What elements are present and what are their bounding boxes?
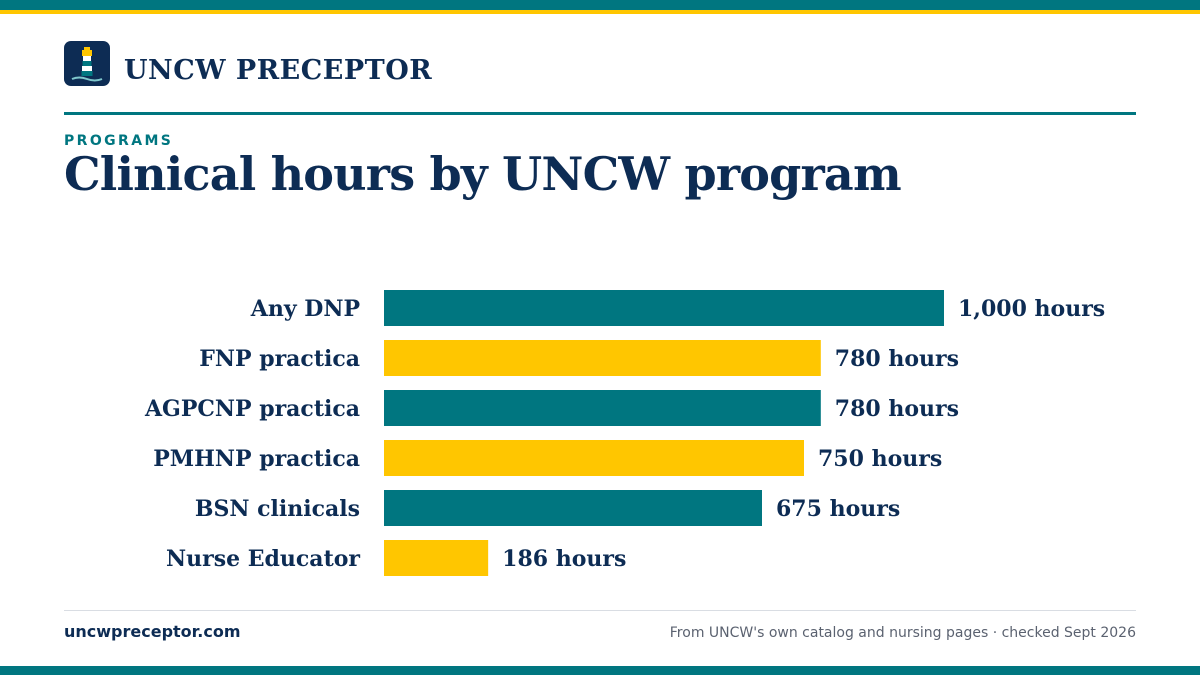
- category-label: Nurse Educator: [166, 546, 360, 572]
- value-label: 1,000 hours: [958, 296, 1105, 322]
- value-label: 780 hours: [835, 346, 959, 372]
- top-teal-band: [0, 0, 1200, 10]
- lighthouse-icon: [64, 41, 110, 86]
- bar: [384, 390, 821, 426]
- section-eyebrow: PROGRAMS: [64, 133, 174, 149]
- bar: [384, 340, 821, 376]
- value-label: 750 hours: [818, 446, 942, 472]
- bar: [384, 440, 804, 476]
- value-label: 780 hours: [835, 396, 959, 422]
- bottom-teal-band: [0, 666, 1200, 675]
- bar-chart-svg: Any DNP 1,000 hours FNP practica 780 hours A…: [144, 290, 1105, 576]
- category-label: Any DNP: [250, 296, 360, 322]
- category-label: FNP practica: [199, 346, 360, 372]
- header-divider: [64, 112, 1136, 115]
- category-label: AGPCNP practica: [144, 396, 360, 422]
- category-label: PMHNP practica: [153, 446, 360, 472]
- bar: [384, 540, 489, 576]
- top-gold-band: [0, 10, 1200, 14]
- bar: [384, 290, 944, 326]
- footer-site-link[interactable]: uncwpreceptor.com: [64, 622, 241, 641]
- footer-divider: [64, 610, 1136, 611]
- value-label: 675 hours: [776, 496, 900, 522]
- value-label: 186 hours: [502, 546, 626, 572]
- brand-name: UNCW PRECEPTOR: [124, 55, 433, 86]
- footer-source-note: From UNCW's own catalog and nursing page…: [669, 625, 1136, 641]
- category-label: BSN clinicals: [195, 496, 360, 522]
- bar: [384, 490, 762, 526]
- bar-chart: Any DNP 1,000 hours FNP practica 780 hours A…: [0, 270, 1200, 600]
- page-title: Clinical hours by UNCW program: [64, 147, 902, 201]
